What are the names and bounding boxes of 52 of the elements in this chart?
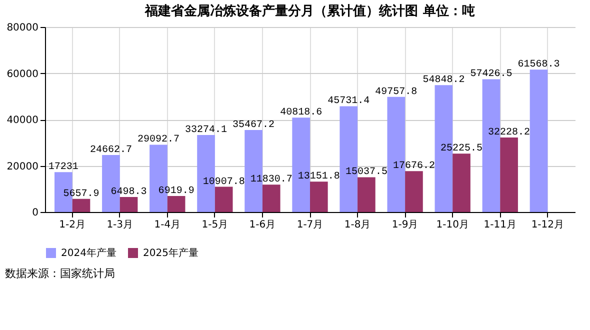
data-label: 35467.2	[232, 120, 275, 131]
y-tick-label: 40000	[6, 115, 38, 126]
x-tick-label: 1-2月	[59, 220, 86, 230]
data-label: 45731.4	[328, 96, 370, 108]
data-label: 5657.9	[63, 188, 100, 200]
bar	[214, 186, 233, 212]
bar	[120, 196, 138, 212]
x-tick-label: 1-7月	[296, 220, 324, 230]
y-tick-label: 60000	[6, 68, 38, 80]
x-tick-label: 1-11月	[484, 220, 516, 230]
data-label: 40818.6	[280, 108, 322, 119]
legend-label: 2024年产量	[61, 247, 116, 259]
x-tick-label: 1-5月	[202, 220, 228, 230]
x-tick-label: 1-10月	[436, 220, 469, 230]
x-tick-label: 1-8月	[344, 220, 371, 230]
data-label: 10907.8	[202, 176, 245, 188]
data-label: 57426.5	[470, 69, 512, 80]
data-label: 32228.2	[488, 127, 530, 138]
data-label: 29092.7	[137, 134, 180, 146]
data-label: 13151.8	[298, 172, 340, 183]
x-tick-label: 1-4月	[154, 220, 181, 230]
bar	[167, 196, 186, 212]
bar	[530, 70, 548, 212]
y-tick-label: 0	[32, 208, 38, 218]
data-label: 15037.5	[345, 167, 388, 178]
y-tick-label: 80000	[6, 22, 38, 34]
data-label: 49757.8	[375, 86, 418, 98]
x-tick-label: 1-3月	[106, 220, 134, 230]
bar	[452, 154, 470, 212]
bar	[310, 182, 328, 212]
data-label: 6919.9	[158, 186, 194, 197]
x-tick-label: 1-12月	[531, 220, 564, 230]
x-tick-label: 1-9月	[392, 220, 418, 230]
bar	[72, 198, 90, 212]
data-label: 11830.7	[250, 174, 292, 186]
data-label: 17676.2	[392, 161, 435, 172]
bar	[262, 184, 280, 212]
data-label: 25225.5	[440, 144, 483, 155]
chart-title: 福建省金属冶炼设备产量分月（累计值）统计图 单位：吨	[144, 3, 475, 19]
x-tick-label: 1-6月	[249, 220, 276, 230]
data-label: 24662.7	[90, 144, 132, 156]
y-tick-label: 20000	[6, 161, 38, 172]
data-label: 54848.2	[422, 75, 465, 86]
source-note: 数据来源：国家统计局	[5, 267, 115, 280]
legend-label: 2025年产量	[143, 247, 198, 259]
data-label: 17231	[48, 162, 78, 174]
data-label: 33274.1	[185, 125, 228, 136]
bar	[358, 177, 376, 212]
data-label: 6498.3	[110, 186, 147, 198]
bar	[405, 171, 423, 212]
data-label: 61568.3	[518, 60, 560, 71]
bar	[500, 137, 518, 212]
